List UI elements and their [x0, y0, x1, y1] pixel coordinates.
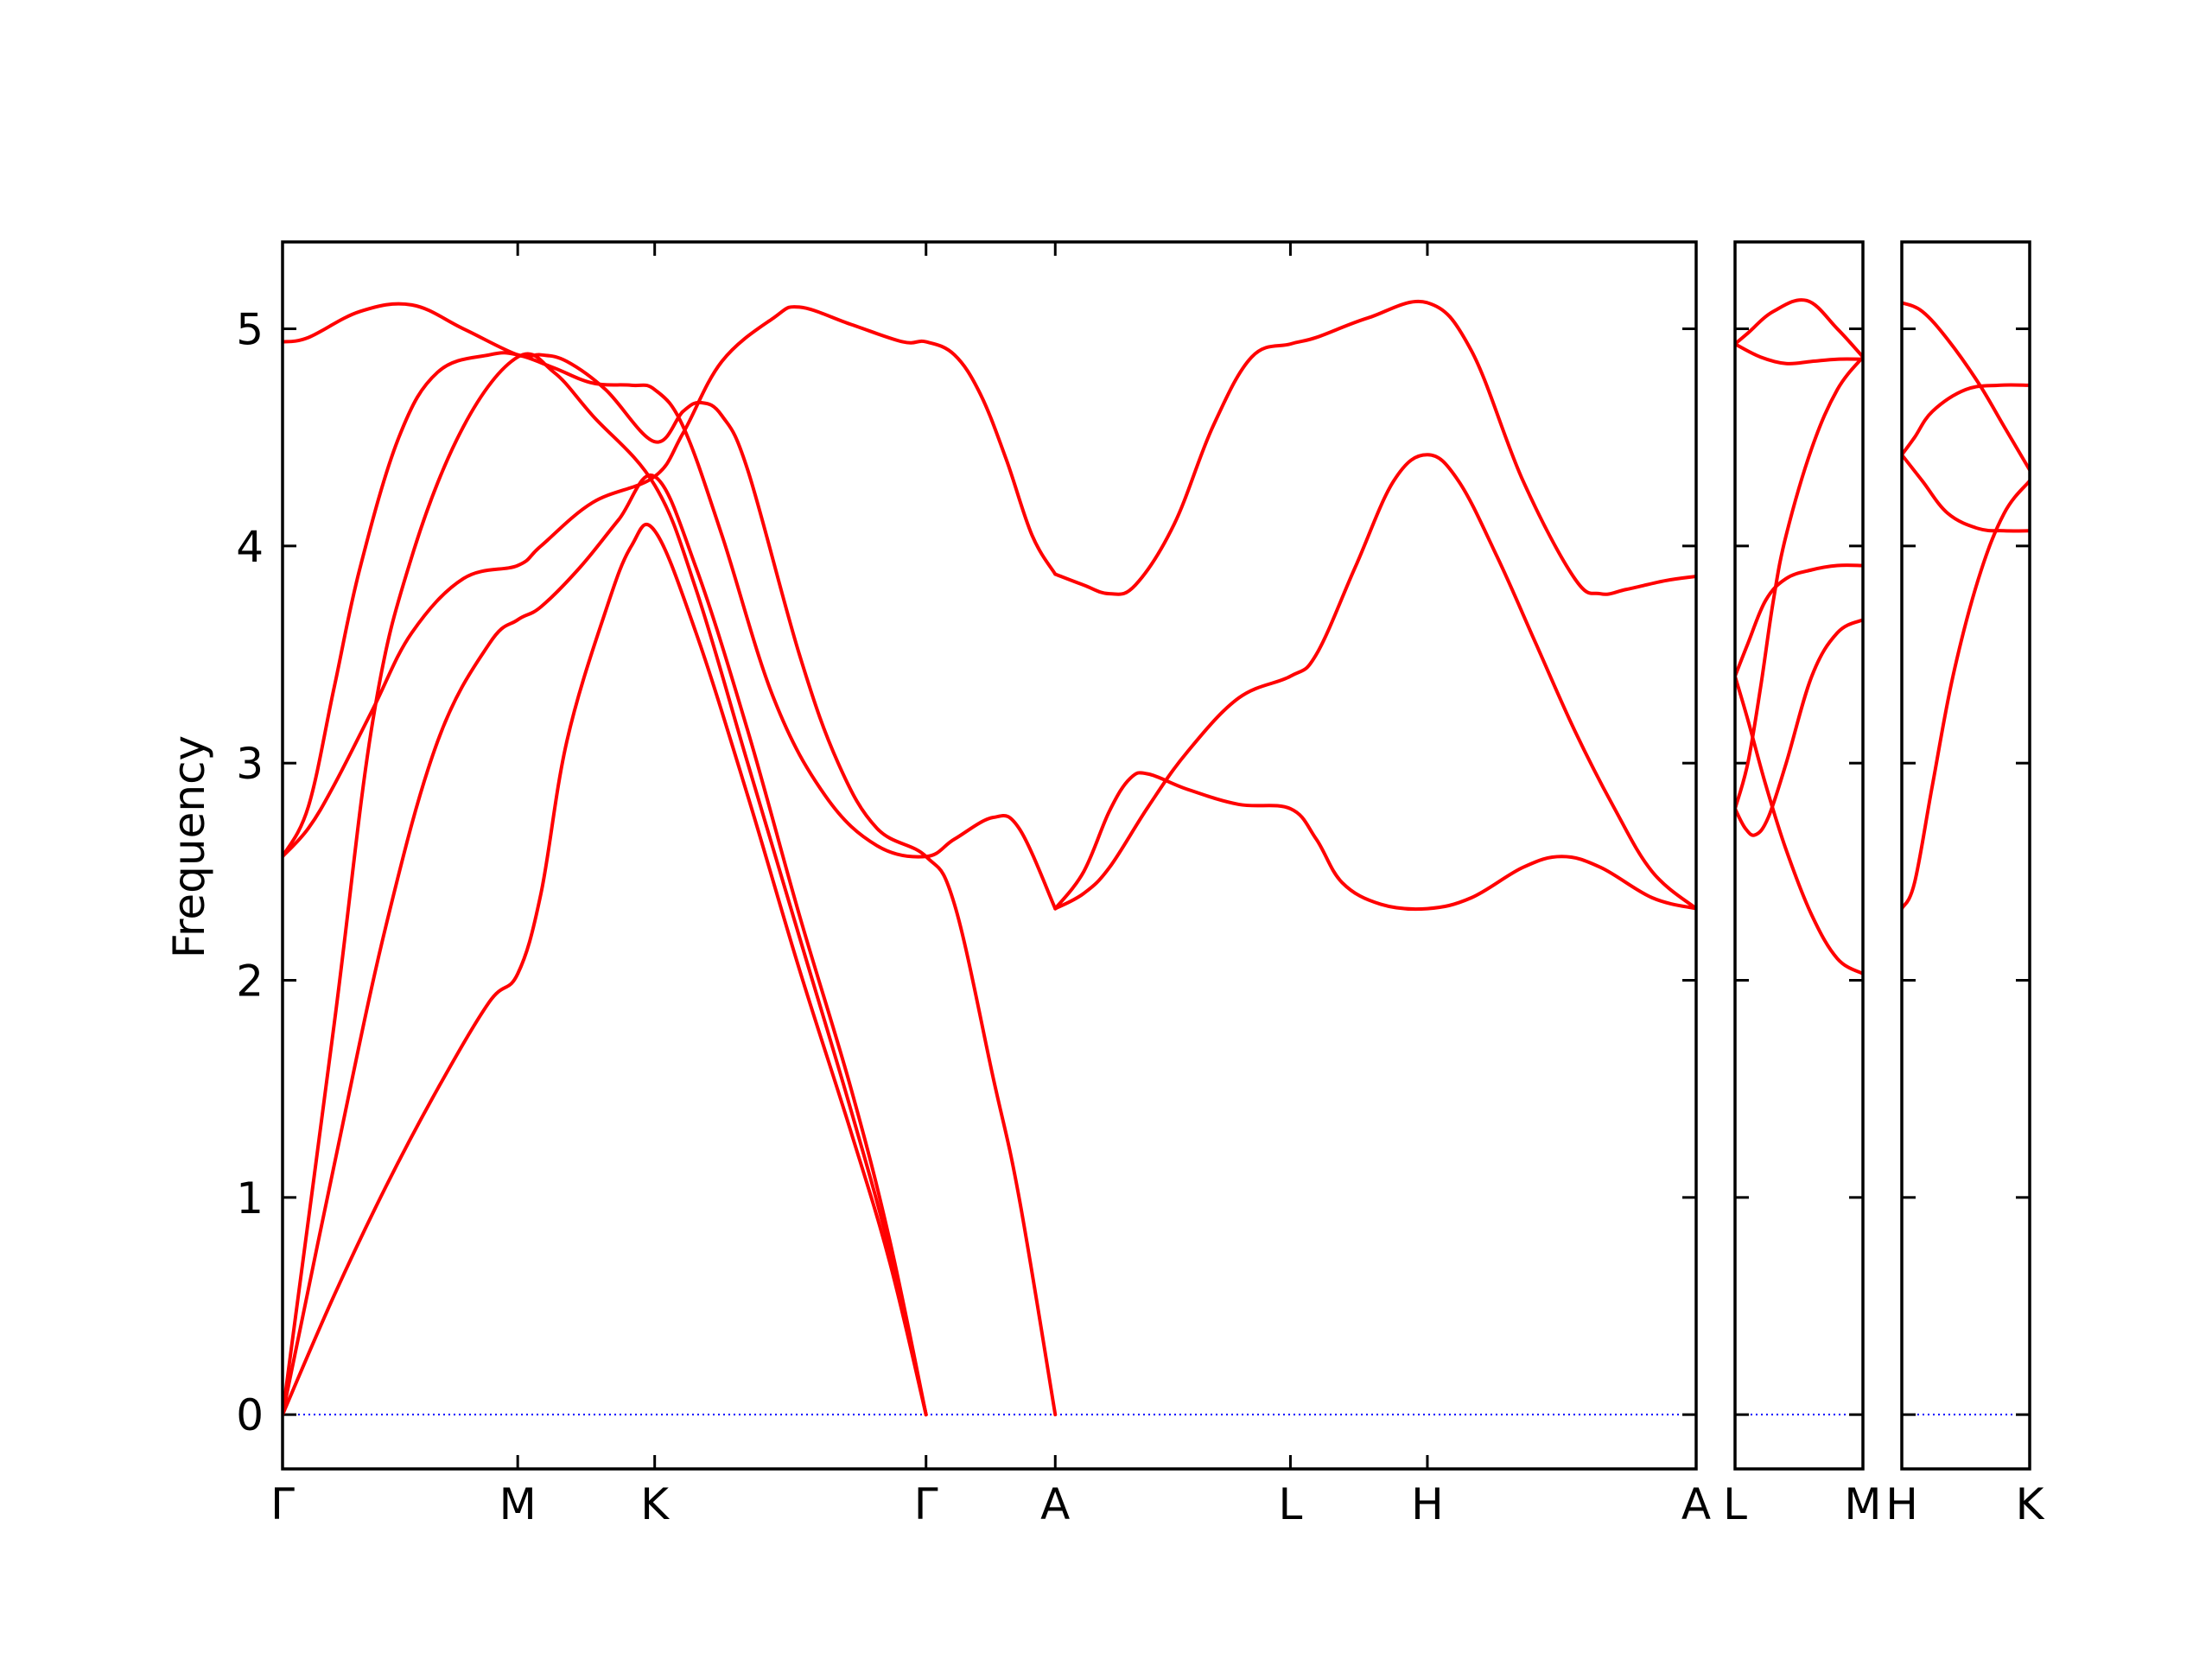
y-tick-label: 2 — [236, 957, 264, 1007]
y-tick-label: 5 — [236, 305, 264, 355]
band-line-8 — [1053, 771, 1696, 912]
band-line-2 — [1902, 383, 2030, 457]
axes-frame — [281, 240, 1698, 1471]
band-line-2 — [283, 473, 928, 1417]
band-line-7 — [1053, 299, 1696, 596]
x-tick-label: A — [1040, 1479, 1070, 1529]
y-tick-label: 4 — [236, 522, 264, 572]
x-tick-label: A — [1681, 1479, 1711, 1529]
band-line-1 — [1902, 301, 2030, 472]
band-line-4 — [1902, 479, 2030, 911]
band-line-4 — [283, 305, 1058, 859]
band-line-5 — [1735, 563, 1863, 678]
bands-H-K — [1902, 301, 2030, 911]
x-tick-label: Γ — [914, 1479, 938, 1529]
band-line-5 — [283, 351, 1058, 911]
x-tick-label: M — [499, 1479, 537, 1529]
band-line-3 — [1735, 355, 1863, 810]
band-line-1 — [283, 523, 928, 1417]
x-tick-label: M — [1844, 1479, 1881, 1529]
y-tick-label: 3 — [236, 739, 264, 789]
band-line-6 — [283, 302, 1058, 1417]
x-tick-label: K — [2016, 1479, 2045, 1529]
x-tick-label: K — [640, 1479, 670, 1529]
bands-L-M — [1735, 298, 1863, 976]
bands-main — [283, 299, 1696, 1417]
y-tick-label: 0 — [236, 1390, 264, 1440]
panel-main: Γ M K Γ A L H A 0 1 2 3 4 5 — [236, 240, 1711, 1529]
x-tick-label: H — [1885, 1479, 1918, 1529]
x-tick-label: L — [1279, 1479, 1303, 1529]
x-tick-label: Γ — [270, 1479, 295, 1529]
band-line-9 — [1053, 453, 1696, 911]
band-line-4 — [1735, 618, 1863, 837]
x-tick-label: H — [1411, 1479, 1444, 1529]
band-line-3 — [283, 352, 928, 1417]
y-axis-label: Frequency — [164, 735, 214, 958]
band-line-6 — [1735, 674, 1863, 976]
axes-frame — [1900, 240, 2031, 1471]
band-line-1 — [1735, 298, 1863, 359]
band-line-3 — [1902, 453, 2030, 533]
band-line-2 — [1735, 342, 1863, 365]
x-tick-label: L — [1723, 1479, 1747, 1529]
y-tick-label: 1 — [236, 1173, 264, 1224]
axes-frame — [1733, 240, 1865, 1471]
